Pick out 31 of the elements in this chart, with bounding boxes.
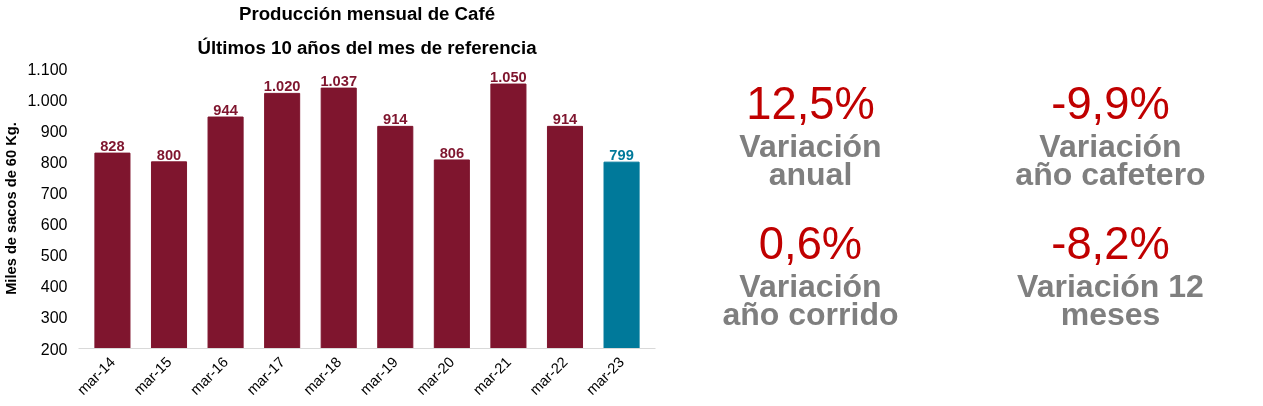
- text: 12,5%: [746, 78, 875, 129]
- data-label: 806: [439, 144, 465, 161]
- text: -9,9%: [1051, 78, 1170, 129]
- y-tick-label: 700: [40, 184, 68, 202]
- data-label: 944: [213, 102, 239, 119]
- y-tick-label: 800: [40, 153, 68, 171]
- y-tick-label: 600: [40, 216, 68, 234]
- data-label: 1.020: [263, 78, 301, 95]
- y-tick-label: 1.000: [27, 91, 68, 109]
- data-label: 828: [100, 138, 125, 155]
- y-tick-label: 500: [40, 247, 68, 265]
- data-label: 1.050: [490, 69, 527, 86]
- text: Variación año cafetero: [1015, 127, 1206, 192]
- chart-subtitle: Últimos 10 años del mes de referencia: [197, 36, 538, 58]
- data-label: 914: [383, 111, 409, 128]
- chart-title: Producción mensual de Café: [238, 2, 496, 24]
- y-tick-label: 1.100: [27, 60, 68, 78]
- text: Variación anual: [739, 127, 882, 192]
- data-label: 914: [552, 111, 579, 128]
- data-label: 800: [156, 146, 182, 163]
- text: Variación año corrido: [722, 267, 899, 332]
- text: Variación 12 meses: [1017, 267, 1204, 332]
- text: 0,6%: [758, 218, 863, 269]
- y-tick-label: 300: [40, 309, 68, 327]
- y-axis-title: Miles de sacos de 60 Kg.: [3, 122, 20, 295]
- y-tick-label: 400: [40, 278, 68, 296]
- text: -8,2%: [1051, 218, 1170, 269]
- y-tick-label: 200: [40, 340, 68, 358]
- data-label: 1.037: [320, 73, 358, 90]
- data-label: 799: [609, 147, 634, 164]
- y-tick-label: 900: [40, 122, 68, 140]
